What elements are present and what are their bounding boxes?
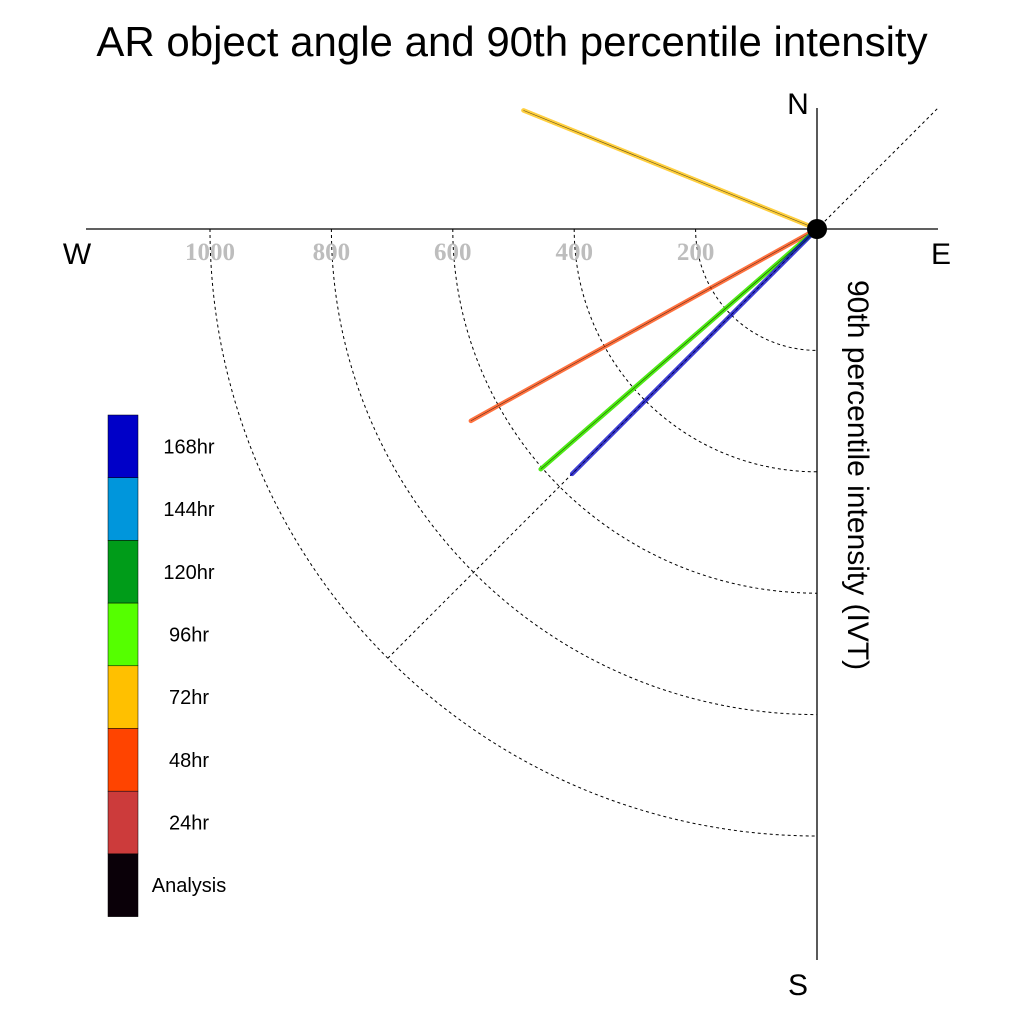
chart-title: AR object angle and 90th percentile inte…	[96, 18, 927, 65]
legend-swatch-120hr	[107, 540, 139, 604]
legend-label-144hr: 144hr	[163, 499, 214, 521]
legend-swatch-Analysis	[107, 853, 139, 917]
legend-label-72hr: 72hr	[169, 687, 209, 709]
range-ring-200	[695, 228, 818, 351]
legend-swatch-144hr	[107, 477, 139, 541]
radial-tick-1000: 1000	[185, 239, 235, 266]
radial-tick-400: 400	[555, 239, 593, 266]
vector-core-96hr	[540, 228, 818, 470]
range-ring-800	[330, 228, 818, 716]
legend-label-120hr: 120hr	[163, 562, 214, 584]
origin-marker	[807, 219, 827, 239]
legend-swatch-96hr	[107, 602, 139, 667]
legend-label-96hr: 96hr	[169, 624, 209, 646]
radial-tick-200: 200	[677, 239, 715, 266]
legend-swatch-168hr	[107, 414, 139, 478]
range-ring-600	[452, 228, 818, 594]
radial-tick-800: 800	[313, 239, 351, 266]
legend-label-24hr: 24hr	[169, 813, 209, 835]
north-label: N	[787, 88, 809, 121]
east-label: E	[931, 238, 951, 271]
legend-swatch-48hr	[107, 728, 139, 792]
data-vectors	[468, 108, 820, 477]
vector-core-72hr	[523, 110, 818, 230]
south-label: S	[788, 969, 808, 1002]
range-ring-400	[573, 228, 818, 473]
west-label: W	[63, 238, 92, 271]
legend-label-168hr: 168hr	[163, 436, 214, 458]
radial-tick-labels: 200 400 600 800 1000	[185, 239, 714, 266]
polar-grid	[209, 108, 938, 837]
legend-label-Analysis: Analysis	[152, 875, 226, 897]
legend-swatch-72hr	[107, 665, 139, 729]
vector-core-168hr	[571, 228, 818, 475]
legend: 168hr 144hr 120hr 96hr 72hr 48hr 24hr Analysis	[107, 414, 226, 917]
compass-axes	[86, 108, 938, 960]
radial-tick-600: 600	[434, 239, 472, 266]
vector-core-48hr	[470, 228, 818, 422]
legend-label-48hr: 48hr	[169, 750, 209, 772]
legend-swatch-24hr	[107, 790, 139, 855]
y-axis-label: 90th percentile intensity (IVT)	[841, 280, 874, 670]
